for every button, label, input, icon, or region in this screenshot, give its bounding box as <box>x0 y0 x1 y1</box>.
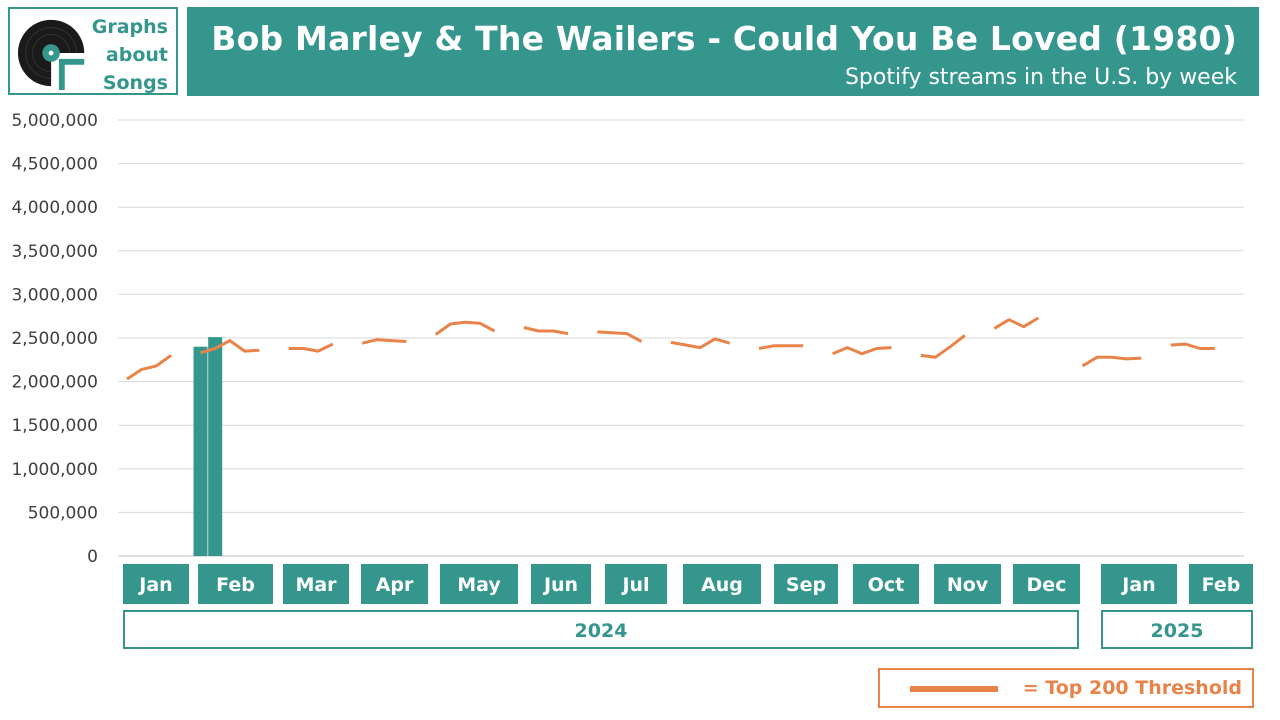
vinyl-record-icon <box>17 19 91 92</box>
threshold-line-segment <box>920 334 966 359</box>
month-label: Aug <box>701 574 743 596</box>
legend-swatch <box>910 686 998 692</box>
year-box <box>123 610 1079 649</box>
year-label: 2024 <box>575 620 628 642</box>
threshold-line-segment <box>200 339 260 355</box>
month-label: Jan <box>137 574 172 596</box>
month-label: Feb <box>216 574 255 596</box>
threshold-line-segment <box>758 344 804 350</box>
y-tick-label: 2,500,000 <box>11 329 98 349</box>
month-box <box>440 564 518 604</box>
threshold-line-segment <box>1170 342 1215 350</box>
stream-bar <box>193 346 208 556</box>
y-tick-label: 2,000,000 <box>11 373 98 393</box>
threshold-line-segment <box>597 330 643 343</box>
month-box <box>605 564 667 604</box>
month-label: Sep <box>786 574 826 596</box>
logo-text: Graphs about Songs <box>92 13 168 97</box>
month-box <box>123 564 189 604</box>
month-label: Jul <box>620 574 649 596</box>
month-label: Dec <box>1027 574 1067 596</box>
y-tick-label: 500,000 <box>28 503 98 523</box>
threshold-line-segment <box>126 354 172 381</box>
chart-title: Bob Marley & The Wailers - Could You Be … <box>211 19 1237 58</box>
legend-label: = Top 200 Threshold <box>1022 677 1242 699</box>
month-label: Feb <box>1202 574 1241 596</box>
y-tick-label: 3,500,000 <box>11 242 98 262</box>
y-tick-label: 4,500,000 <box>11 155 98 175</box>
month-box <box>1013 564 1080 604</box>
month-box <box>283 564 349 604</box>
threshold-line-segment <box>1081 355 1142 368</box>
threshold-line-segment <box>361 338 407 345</box>
title-banner: Bob Marley & The Wailers - Could You Be … <box>187 7 1259 96</box>
month-label: May <box>457 574 501 596</box>
month-label: Mar <box>295 574 337 596</box>
month-box <box>934 564 1001 604</box>
threshold-line-segment <box>993 316 1040 330</box>
y-tick-label: 1,500,000 <box>11 416 98 436</box>
month-box <box>683 564 761 604</box>
chart: 5,000,000 4,500,000 4,000,000 3,500,000 3,00… <box>11 111 1253 649</box>
logo: Graphs about Songs <box>8 7 178 95</box>
month-label: Jan <box>1120 574 1155 596</box>
threshold-line-segment <box>670 337 731 350</box>
month-label: Jun <box>542 574 578 596</box>
chart-subtitle: Spotify streams in the U.S. by week <box>844 65 1237 90</box>
y-tick-label: 4,000,000 <box>11 198 98 218</box>
month-label: Nov <box>947 574 989 596</box>
legend: = Top 200 Threshold <box>878 668 1254 708</box>
threshold-line-segment <box>832 346 892 356</box>
threshold-line-segment <box>523 326 569 336</box>
y-tick-label: 5,000,000 <box>11 111 98 131</box>
threshold-line-segment <box>434 320 496 336</box>
logo-line-2: about <box>105 44 168 66</box>
month-box <box>361 564 428 604</box>
month-box <box>198 564 273 604</box>
month-label: Apr <box>376 574 414 596</box>
logo-line-3: Songs <box>102 72 168 94</box>
threshold-line-segment <box>288 342 334 353</box>
month-box <box>774 564 838 604</box>
year-label: 2025 <box>1151 620 1204 642</box>
y-tick-label: 1,000,000 <box>11 460 98 480</box>
month-box <box>853 564 919 604</box>
stream-bar <box>208 337 223 556</box>
y-tick-label: 3,000,000 <box>11 285 98 305</box>
month-box <box>1189 564 1253 604</box>
year-box <box>1101 610 1253 649</box>
month-label: Oct <box>868 574 905 596</box>
month-box <box>1101 564 1177 604</box>
month-box <box>531 564 591 604</box>
logo-line-1: Graphs <box>91 16 168 38</box>
y-tick-label: 0 <box>87 547 98 567</box>
